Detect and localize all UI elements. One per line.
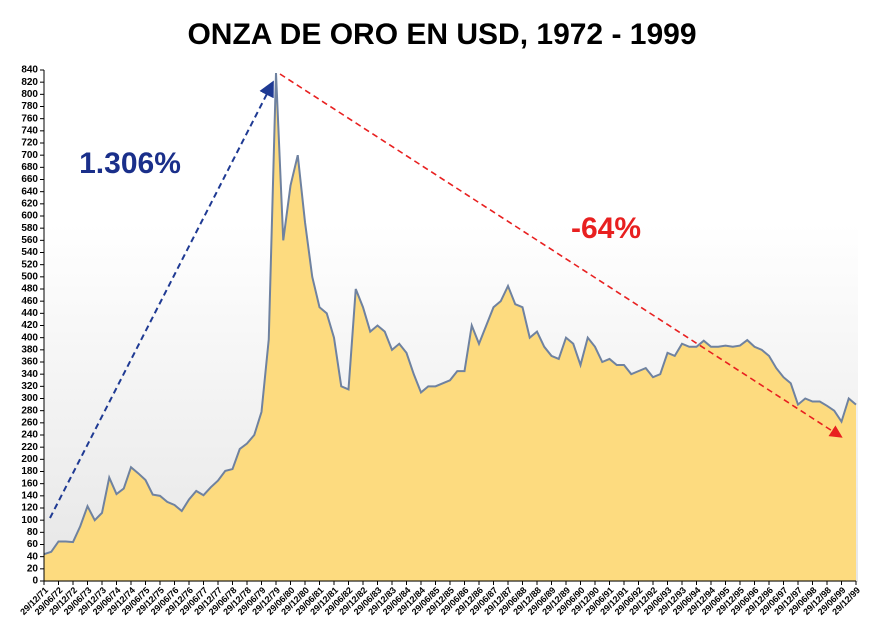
y-tick-label: 60: [27, 539, 39, 550]
rise-annotation: 1.306%: [79, 147, 181, 180]
y-tick-label: 20: [27, 563, 39, 574]
fall-annotation: -64%: [571, 212, 641, 245]
fall-arrow: [279, 73, 843, 438]
y-tick-label: 640: [21, 186, 38, 197]
y-tick-label: 440: [21, 308, 38, 319]
y-tick-label: 400: [21, 332, 38, 343]
y-tick-label: 800: [21, 89, 38, 100]
y-tick-label: 280: [21, 405, 38, 416]
y-tick-label: 700: [21, 150, 38, 161]
y-tick-label: 780: [21, 101, 38, 112]
y-tick-label: 840: [21, 65, 38, 76]
y-tick-label: 480: [21, 284, 38, 295]
y-tick-label: 160: [21, 478, 38, 489]
rise-arrow: [49, 80, 274, 519]
y-tick-label: 180: [21, 466, 38, 477]
y-tick-label: 820: [21, 77, 38, 88]
y-tick-label: 560: [21, 235, 38, 246]
y-tick-label: 320: [21, 381, 38, 392]
y-tick-label: 740: [21, 125, 38, 136]
y-tick-label: 80: [27, 527, 39, 538]
y-tick-label: 720: [21, 138, 38, 149]
line: [43, 72, 857, 556]
y-tick-label: 200: [21, 454, 38, 465]
area: [44, 73, 856, 581]
y-tick-label: 140: [21, 490, 38, 501]
y-tick-label: 100: [21, 515, 38, 526]
y-tick-label: 760: [21, 113, 38, 124]
y-tick-label: 220: [21, 442, 38, 453]
y-tick-label: 600: [21, 211, 38, 222]
y-tick-label: 500: [21, 271, 38, 282]
y-tick-label: 360: [21, 357, 38, 368]
y-tick-label: 460: [21, 296, 38, 307]
y-tick-label: 540: [21, 247, 38, 258]
y-tick-label: 40: [27, 551, 39, 562]
y-tick-label: 0: [32, 576, 38, 587]
y-tick-label: 340: [21, 369, 38, 380]
y-tick-label: 240: [21, 430, 38, 441]
y-tick-label: 620: [21, 198, 38, 209]
y-tick-label: 300: [21, 393, 38, 404]
y-tick-label: 680: [21, 162, 38, 173]
y-tick-label: 520: [21, 259, 38, 270]
y-tick-label: 260: [21, 417, 38, 428]
chart-title: ONZA DE ORO EN USD, 1972 - 1999: [187, 18, 696, 51]
y-tick-label: 120: [21, 503, 38, 514]
y-tick-label: 380: [21, 344, 38, 355]
y-tick-label: 420: [21, 320, 38, 331]
y-tick-label: 660: [21, 174, 38, 185]
y-tick-label: 580: [21, 223, 38, 234]
